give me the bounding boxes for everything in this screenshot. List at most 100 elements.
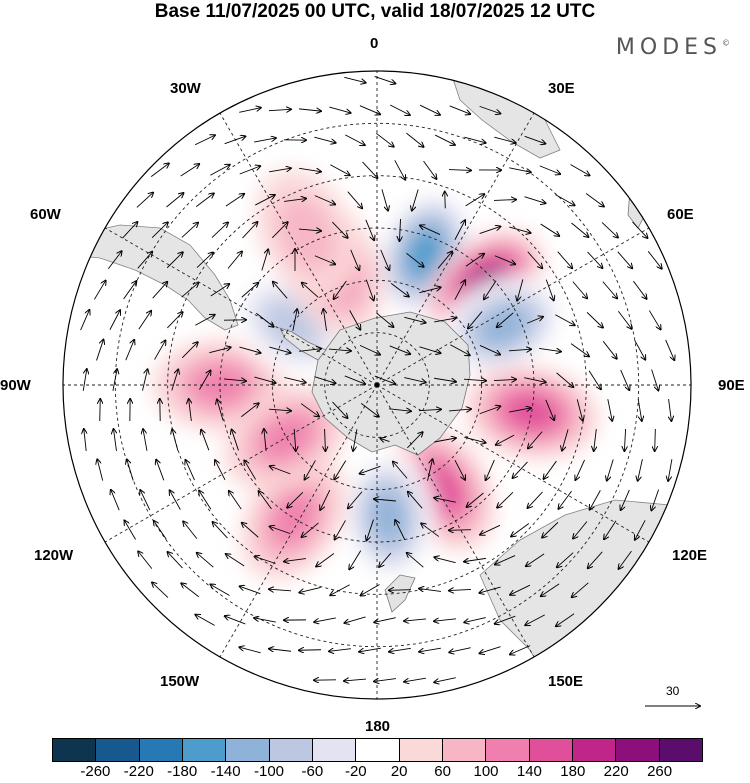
wind-arrow bbox=[360, 402, 379, 416]
wind-arrow bbox=[344, 616, 366, 623]
wind-arrow bbox=[390, 283, 409, 296]
colorbar-tick-label: -60 bbox=[301, 763, 324, 780]
wind-arrow bbox=[427, 459, 433, 481]
wind-arrow bbox=[140, 490, 151, 511]
wind-arrow bbox=[136, 193, 153, 208]
wind-arrow bbox=[434, 557, 456, 564]
wind-arrow bbox=[365, 219, 374, 240]
wind-arrow bbox=[624, 428, 625, 451]
wind-arrow bbox=[314, 617, 336, 622]
wind-arrow bbox=[137, 252, 153, 269]
wind-arrow bbox=[229, 491, 242, 510]
wind-arrow bbox=[344, 76, 365, 82]
wind-arrow bbox=[314, 376, 335, 384]
wind-arrow bbox=[374, 76, 396, 83]
wind-arrow bbox=[97, 459, 104, 481]
wind-arrow bbox=[404, 316, 425, 322]
wind-arrow bbox=[508, 349, 531, 351]
wind-arrow bbox=[572, 281, 587, 299]
wind-arrow bbox=[325, 428, 326, 451]
meridian-line bbox=[219, 384, 378, 658]
wind-arrow bbox=[349, 310, 361, 329]
colorbar-segment bbox=[96, 739, 140, 761]
wind-arrow bbox=[299, 167, 321, 171]
wind-arrow bbox=[292, 309, 297, 331]
wind-arrow bbox=[199, 491, 212, 510]
colorbar-segment bbox=[486, 739, 530, 761]
wind-arrow bbox=[210, 165, 229, 176]
map-boundary bbox=[62, 70, 692, 700]
wind-arrow bbox=[199, 370, 211, 390]
wind-arrow bbox=[334, 280, 347, 299]
wind-arrow bbox=[362, 161, 378, 178]
wind-arrow bbox=[419, 647, 441, 652]
wind-arrow bbox=[269, 346, 290, 353]
wind-arrow bbox=[269, 649, 291, 651]
wind-arrow bbox=[273, 282, 288, 299]
wind-arrow bbox=[181, 283, 199, 298]
colorbar-tick-label: -260 bbox=[80, 763, 111, 780]
wind-arrow bbox=[268, 109, 291, 110]
wind-arrow bbox=[109, 310, 120, 330]
wind-arrow bbox=[526, 553, 545, 566]
wind-arrow bbox=[332, 221, 347, 238]
wind-arrow bbox=[594, 429, 597, 451]
wind-arrow bbox=[380, 249, 390, 270]
wind-arrow bbox=[210, 284, 229, 297]
colorbar-segment bbox=[529, 739, 573, 761]
wind-arrow bbox=[323, 309, 326, 331]
wind-arrow bbox=[404, 377, 425, 383]
wind-arrow bbox=[389, 647, 411, 651]
wind-arrow bbox=[299, 349, 321, 352]
wind-arrow bbox=[242, 523, 259, 538]
wind-arrow bbox=[156, 460, 165, 481]
wind-arrow bbox=[528, 431, 543, 449]
colorbar bbox=[52, 738, 703, 762]
wind-arrow bbox=[394, 160, 405, 179]
wind-arrow bbox=[381, 189, 388, 210]
label-lon-0: 0 bbox=[370, 35, 379, 52]
wind-arrow bbox=[545, 399, 554, 420]
wind-arrow bbox=[572, 582, 589, 597]
wind-arrow bbox=[239, 108, 261, 113]
wind-arrow bbox=[408, 492, 423, 509]
label-lon-30e: 30E bbox=[548, 80, 575, 97]
map-title: Base 11/07/2025 00 UTC, valid 18/07/2025… bbox=[154, 1, 596, 22]
colorbar-segment bbox=[442, 739, 487, 761]
meridian-line bbox=[376, 112, 535, 386]
wind-arrow bbox=[195, 615, 215, 626]
wind-arrow bbox=[651, 489, 660, 511]
wind-arrow bbox=[122, 222, 138, 239]
wind-arrow bbox=[510, 645, 531, 655]
wind-arrow bbox=[418, 409, 441, 410]
wind-arrow bbox=[527, 251, 543, 269]
wind-arrow bbox=[142, 369, 147, 391]
label-lon-30w: 30W bbox=[170, 80, 201, 97]
colorbar-tick-label: 100 bbox=[473, 763, 499, 780]
wind-arrow bbox=[254, 618, 276, 623]
wind-arrow bbox=[294, 428, 296, 451]
wind-arrow bbox=[344, 679, 366, 681]
label-lon-90e: 90E bbox=[718, 377, 745, 394]
wind-arrow bbox=[509, 408, 531, 413]
wind-arrow bbox=[170, 490, 181, 510]
wind-arrow bbox=[181, 342, 197, 359]
label-lon-150w: 150W bbox=[160, 673, 200, 690]
wind-arrow bbox=[434, 318, 456, 323]
wind-vectors bbox=[80, 76, 675, 682]
wind-arrow bbox=[541, 583, 560, 596]
wind-arrow bbox=[449, 409, 471, 411]
wind-arrow bbox=[647, 251, 662, 268]
wind-arrow bbox=[180, 164, 199, 177]
wind-arrow bbox=[423, 160, 437, 179]
wind-arrow bbox=[404, 619, 426, 621]
wind-arrow bbox=[360, 584, 380, 595]
colorbar-segment bbox=[226, 739, 270, 761]
wind-arrow bbox=[464, 436, 485, 442]
wind-arrow bbox=[380, 438, 390, 441]
positive-anomaly bbox=[275, 194, 337, 272]
wind-arrow bbox=[269, 589, 292, 591]
wind-arrow bbox=[419, 104, 440, 115]
wind-arrow bbox=[468, 311, 483, 329]
wind-arrow bbox=[448, 170, 471, 171]
